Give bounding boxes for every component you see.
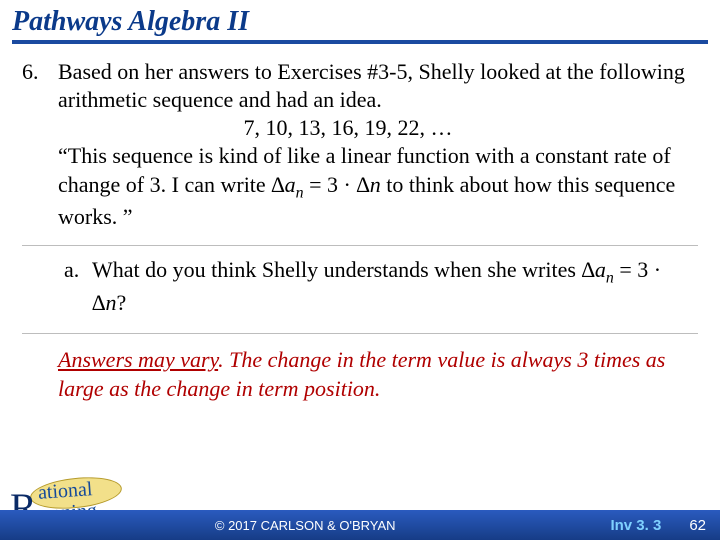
delta-1: ∆ bbox=[271, 172, 284, 197]
answer-lead: Answers may vary bbox=[58, 347, 218, 372]
formula-a: a bbox=[285, 172, 296, 197]
page-title: Pathways Algebra II bbox=[12, 6, 708, 40]
copyright-text: © 2017 CARLSON & O'BRYAN bbox=[0, 518, 610, 533]
formula-eq: = 3 · bbox=[304, 172, 357, 197]
formula-sub-n: n bbox=[296, 184, 304, 201]
subq-a: a bbox=[595, 257, 606, 282]
delta-4: ∆ bbox=[92, 290, 105, 315]
subq-eq: = 3 · bbox=[614, 257, 661, 282]
problem-number: 6. bbox=[22, 58, 58, 231]
delta-2: ∆ bbox=[356, 172, 369, 197]
subpart-letter: a. bbox=[58, 256, 92, 317]
subpart-body: What do you think Shelly understands whe… bbox=[92, 256, 698, 317]
sequence-line: 7, 10, 13, 16, 19, 22, … bbox=[58, 114, 698, 142]
subq-pre: What do you think Shelly understands whe… bbox=[92, 257, 581, 282]
problem-intro: Based on her answers to Exercises #3-5, … bbox=[58, 59, 685, 112]
problem-body: Based on her answers to Exercises #3-5, … bbox=[58, 58, 698, 231]
subpart-a: a. What do you think Shelly understands … bbox=[22, 245, 698, 317]
delta-3: ∆ bbox=[581, 257, 594, 282]
footer-bar: © 2017 CARLSON & O'BRYAN Inv 3. 3 62 bbox=[0, 510, 720, 540]
page-number: 62 bbox=[689, 517, 720, 534]
problem-6: 6. Based on her answers to Exercises #3-… bbox=[22, 58, 698, 231]
formula-dn: n bbox=[370, 172, 381, 197]
subq-dn: n bbox=[105, 290, 116, 315]
subq-post: ? bbox=[116, 290, 126, 315]
content-region: 6. Based on her answers to Exercises #3-… bbox=[0, 44, 720, 403]
subq-sub-n: n bbox=[606, 270, 614, 287]
investigation-label: Inv 3. 3 bbox=[610, 517, 689, 534]
subpart-indent bbox=[22, 256, 58, 317]
answer-block: Answers may vary. The change in the term… bbox=[22, 333, 698, 403]
